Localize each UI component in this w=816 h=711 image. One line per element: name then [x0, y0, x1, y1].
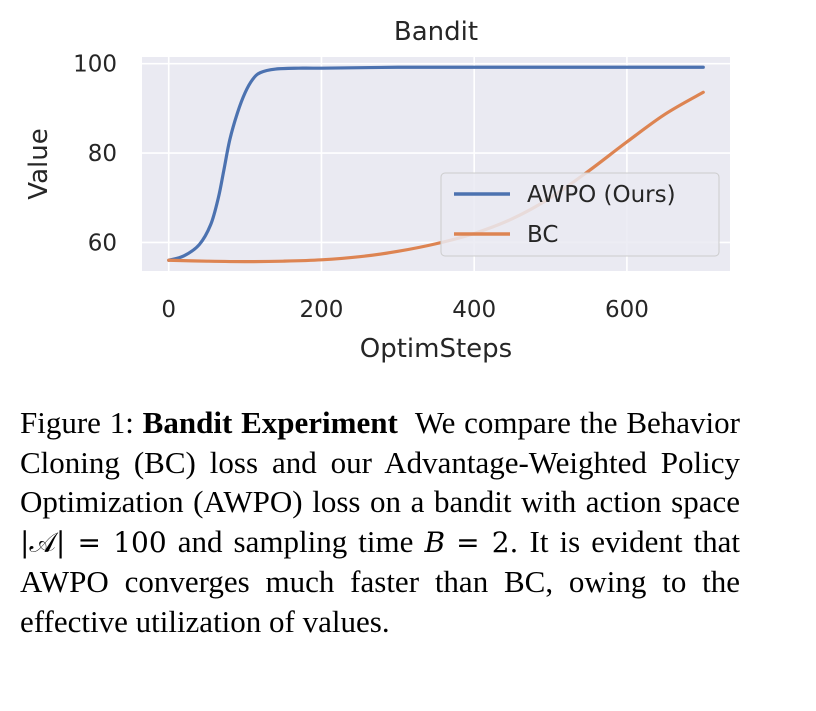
caption-text-1: We compare the Behavior Cloning (BC) los… — [20, 405, 740, 520]
bandit-chart: 0 200 400 600 60 80 100 Bandit OptimSteps Val… — [24, 17, 730, 364]
caption-text-3: It is evident that AWPO converges much f… — [20, 523, 741, 639]
x-axis-label: OptimSteps — [360, 334, 512, 364]
y-tick-label: 100 — [73, 52, 117, 78]
series-lines — [167, 65, 705, 264]
legend-box — [440, 172, 720, 257]
y-tick-label: 80 — [88, 141, 117, 167]
caption-text-2: and sampling time — [177, 523, 414, 559]
caption-title: Bandit Experiment — [142, 405, 398, 440]
legend-label-awpo: AWPO (Ours) — [527, 182, 676, 208]
x-tick-labels: 0 200 400 600 — [161, 297, 648, 323]
x-tick-label: 0 — [161, 297, 176, 323]
figure-label: Figure 1: — [20, 405, 134, 440]
caption-math-b: B — [424, 525, 446, 559]
x-tick-label: 200 — [300, 297, 344, 323]
y-tick-label: 60 — [88, 230, 117, 256]
y-tick-labels: 60 80 100 — [73, 52, 117, 257]
chart-title: Bandit — [394, 17, 478, 47]
x-tick-label: 600 — [605, 297, 649, 323]
series-line-bc — [167, 90, 705, 264]
figure-caption: Figure 1: Bandit Experiment We compare t… — [20, 403, 740, 642]
caption-math-action-space: |𝒜| = 100 — [20, 525, 167, 559]
legend: AWPO (Ours) BC — [440, 172, 720, 257]
y-axis-label: Value — [24, 128, 54, 199]
x-tick-label: 400 — [452, 297, 496, 323]
legend-label-bc: BC — [527, 222, 558, 248]
series-line-awpo — [167, 65, 705, 262]
caption-math-b-value: = 2. — [456, 525, 519, 559]
